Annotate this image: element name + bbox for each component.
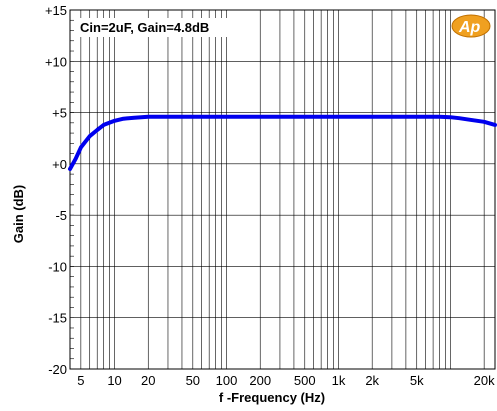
y-tick-label: -5 (55, 208, 67, 223)
grid (69, 9, 495, 370)
x-tick-label: 200 (249, 373, 271, 388)
x-tick-label: 100 (216, 373, 238, 388)
y-tick-label: -15 (48, 311, 67, 326)
x-tick-label: 10 (107, 373, 121, 388)
y-tick-label: +0 (52, 157, 67, 172)
x-tick-label: 20 (141, 373, 155, 388)
chart-annotation: Cin=2uF, Gain=4.8dB (80, 20, 209, 35)
ap-logo: Ap (451, 14, 491, 38)
x-axis-title: f -Frequency (Hz) (219, 390, 325, 405)
gain-curve (68, 114, 497, 171)
y-tick-label: -20 (48, 362, 67, 377)
y-tick-label: -10 (48, 259, 67, 274)
x-tick-label: 50 (186, 373, 200, 388)
x-tick-label: 500 (294, 373, 316, 388)
y-tick-labels: +15 +10 +5 +0 -5 -10 -15 -20 (45, 3, 67, 377)
x-tick-label: 2k (365, 373, 379, 388)
x-tick-label: 20k (474, 373, 495, 388)
y-tick-label: +5 (52, 106, 67, 121)
logo-text: Ap (458, 19, 481, 36)
x-tick-labels: 5 10 20 50 100 200 500 1k 2k 5k 20k (77, 373, 495, 388)
y-axis-title: Gain (dB) (11, 185, 26, 244)
x-tick-label: 1k (332, 373, 346, 388)
annotation-box: Cin=2uF, Gain=4.8dB (76, 18, 244, 37)
y-tick-label: +15 (45, 3, 67, 18)
x-tick-label: 5 (77, 373, 84, 388)
x-tick-label: 5k (410, 373, 424, 388)
plot-frame (69, 9, 496, 370)
y-tick-label: +10 (45, 54, 67, 69)
